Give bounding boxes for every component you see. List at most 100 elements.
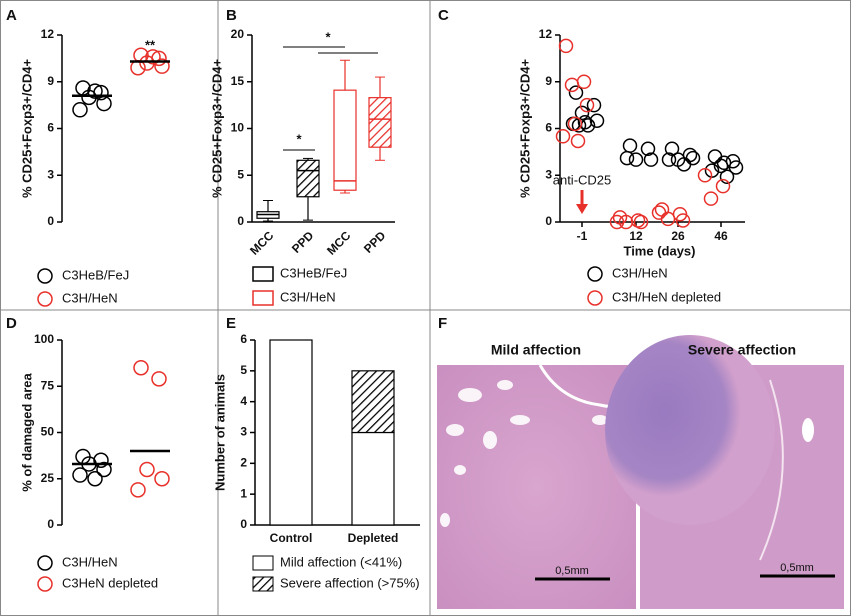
legend-label: C3H/HeN	[62, 554, 118, 569]
y-tick-label: 0	[47, 214, 54, 228]
y-tick-label: 12	[539, 27, 553, 41]
x-tick-label: 46	[714, 229, 728, 243]
data-point	[633, 214, 649, 230]
panel-letter: C	[438, 7, 449, 24]
annotation-arrow	[576, 204, 588, 214]
legend-swatch	[252, 290, 274, 306]
legend-label: Severe affection (>75%)	[280, 575, 420, 590]
data-point	[96, 461, 112, 478]
data-point	[558, 38, 574, 54]
y-tick-label: 20	[231, 27, 245, 41]
data-point	[133, 360, 149, 376]
data-point	[589, 113, 605, 128]
y-tick-label: 5	[240, 363, 247, 377]
data-point	[716, 155, 732, 171]
data-point	[685, 150, 701, 166]
y-tick-label: 100	[34, 332, 54, 346]
data-point	[640, 141, 656, 157]
data-point	[682, 147, 698, 163]
x-tick-label: Depleted	[348, 531, 399, 545]
data-point	[697, 168, 713, 183]
y-tick-label: 75	[41, 378, 55, 392]
alveoli	[802, 418, 814, 442]
data-point	[130, 482, 146, 498]
x-tick-label: PPD	[289, 228, 317, 256]
x-tick-label: PPD	[361, 228, 389, 256]
data-point	[564, 77, 580, 93]
box	[296, 159, 320, 198]
legend-label: C3HeN depleted	[62, 575, 158, 590]
data-point	[139, 461, 155, 478]
data-point	[154, 471, 170, 487]
panel-letter: D	[6, 315, 17, 332]
legend-marker	[37, 291, 53, 307]
y-axis-label: % CD25+Foxp3+/CD4+	[517, 59, 532, 198]
legend-marker	[37, 268, 53, 284]
data-point	[567, 116, 583, 132]
data-point	[622, 138, 638, 153]
x-tick-label: 26	[671, 229, 685, 243]
data-point	[618, 214, 634, 230]
data-point	[93, 452, 109, 468]
alveoli	[440, 380, 631, 527]
legend-marker	[587, 290, 603, 306]
image-title: Severe affection	[688, 342, 796, 358]
y-tick-label: 9	[47, 74, 54, 88]
data-point	[576, 74, 592, 89]
legend-label: Mild affection (<41%)	[280, 554, 402, 569]
data-point	[715, 178, 731, 194]
data-point	[664, 141, 680, 157]
panel-letter: F	[438, 315, 447, 332]
bar-segment	[351, 370, 395, 434]
y-tick-label: 3	[545, 167, 552, 181]
data-point	[707, 149, 723, 164]
data-point	[651, 205, 667, 220]
data-point	[568, 85, 584, 100]
vessel	[759, 379, 784, 561]
x-tick-label: -1	[577, 229, 588, 243]
legend-label: C3HeB/FeJ	[280, 265, 347, 280]
annotation: *	[296, 131, 302, 146]
annotation: **	[145, 37, 156, 52]
data-point	[586, 97, 602, 113]
legend-label: C3HeB/FeJ	[62, 267, 129, 282]
data-point	[151, 371, 167, 387]
y-tick-label: 10	[231, 121, 245, 135]
legend-marker	[37, 555, 53, 571]
data-point	[719, 169, 735, 185]
y-tick-label: 5	[237, 167, 244, 181]
data-point	[703, 191, 719, 206]
y-tick-label: 6	[545, 121, 552, 135]
x-tick-label: MCC	[324, 228, 353, 257]
data-point	[609, 214, 625, 230]
data-point	[72, 102, 88, 118]
data-point	[660, 211, 676, 227]
y-tick-label: 3	[240, 425, 247, 439]
y-tick-label: 6	[47, 121, 54, 135]
data-point	[130, 59, 146, 76]
data-point	[154, 58, 170, 74]
y-tick-label: 0	[545, 214, 552, 228]
y-axis-label: % CD25+Foxp3+/CD4+	[209, 59, 224, 198]
legend-marker	[587, 266, 603, 282]
data-point	[676, 157, 692, 172]
data-point	[555, 129, 571, 144]
legend-label: C3H/HeN	[280, 289, 336, 304]
data-point	[675, 213, 691, 228]
legend-swatch	[252, 555, 274, 571]
data-point	[654, 202, 670, 217]
data-point	[579, 97, 595, 113]
y-tick-label: 0	[240, 517, 247, 531]
y-axis-label: % of damaged area	[19, 372, 34, 491]
data-point	[643, 152, 659, 167]
data-point	[87, 83, 103, 99]
y-tick-label: 4	[240, 394, 247, 408]
y-tick-label: 1	[240, 486, 247, 500]
y-axis-label: Number of animals	[212, 374, 227, 491]
y-tick-label: 0	[237, 214, 244, 228]
y-tick-label: 50	[41, 425, 55, 439]
granuloma	[605, 335, 775, 525]
legend-swatch	[252, 266, 274, 282]
x-tick-label: 12	[629, 229, 643, 243]
